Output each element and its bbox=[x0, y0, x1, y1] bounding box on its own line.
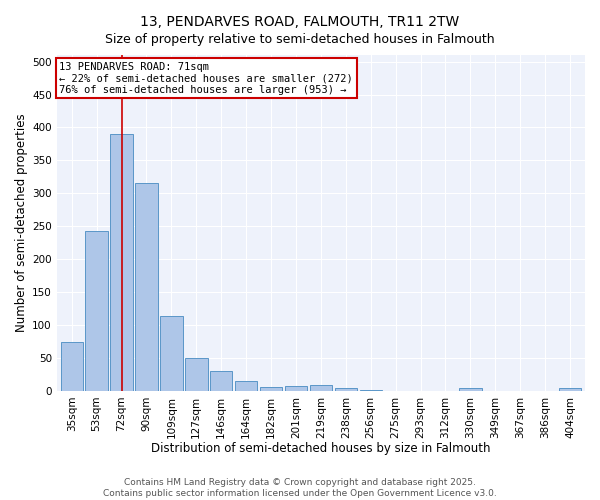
Bar bbox=[260, 387, 282, 391]
Bar bbox=[61, 342, 83, 391]
Bar bbox=[235, 381, 257, 391]
X-axis label: Distribution of semi-detached houses by size in Falmouth: Distribution of semi-detached houses by … bbox=[151, 442, 491, 455]
Text: 13 PENDARVES ROAD: 71sqm
← 22% of semi-detached houses are smaller (272)
76% of : 13 PENDARVES ROAD: 71sqm ← 22% of semi-d… bbox=[59, 62, 353, 95]
Bar bbox=[459, 388, 482, 391]
Bar bbox=[285, 386, 307, 391]
Y-axis label: Number of semi-detached properties: Number of semi-detached properties bbox=[15, 114, 28, 332]
Bar bbox=[335, 388, 357, 391]
Bar bbox=[185, 358, 208, 391]
Bar bbox=[210, 371, 232, 391]
Bar bbox=[359, 390, 382, 391]
Bar bbox=[110, 134, 133, 391]
Bar bbox=[85, 231, 108, 391]
Text: 13, PENDARVES ROAD, FALMOUTH, TR11 2TW: 13, PENDARVES ROAD, FALMOUTH, TR11 2TW bbox=[140, 15, 460, 29]
Bar bbox=[310, 385, 332, 391]
Bar bbox=[160, 316, 182, 391]
Text: Size of property relative to semi-detached houses in Falmouth: Size of property relative to semi-detach… bbox=[105, 32, 495, 46]
Bar bbox=[559, 388, 581, 391]
Bar bbox=[135, 184, 158, 391]
Text: Contains HM Land Registry data © Crown copyright and database right 2025.
Contai: Contains HM Land Registry data © Crown c… bbox=[103, 478, 497, 498]
